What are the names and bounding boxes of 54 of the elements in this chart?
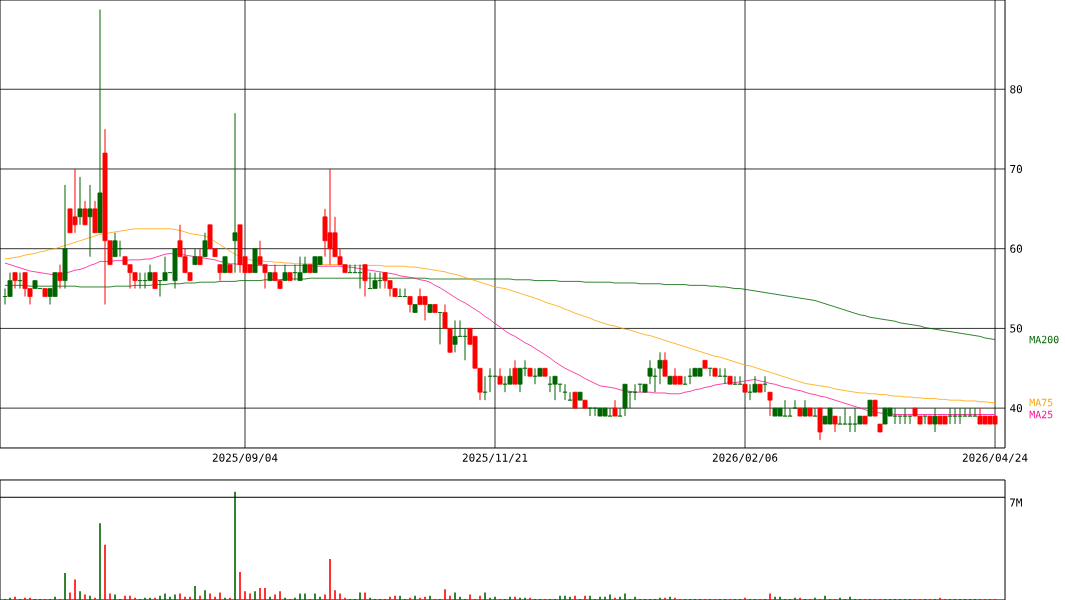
candlestick bbox=[112, 232, 118, 258]
candlestick bbox=[452, 319, 458, 353]
candlestick bbox=[12, 272, 18, 290]
ref-line-label: 7M bbox=[1009, 498, 1022, 507]
y-tick-label: 70 bbox=[1010, 164, 1023, 174]
candlestick bbox=[217, 264, 223, 282]
candlestick bbox=[232, 112, 238, 274]
text: MA200 bbox=[1029, 335, 1059, 344]
candlestick bbox=[962, 407, 968, 417]
candlestick bbox=[952, 407, 958, 425]
y-tick-label: 80 bbox=[1010, 85, 1023, 94]
text: MA75 bbox=[1029, 398, 1053, 407]
candlestick bbox=[767, 391, 773, 417]
y-tick-label: 40 bbox=[1010, 403, 1023, 413]
candlestick bbox=[957, 407, 963, 425]
candlestick bbox=[792, 399, 798, 409]
candlestick bbox=[897, 415, 903, 425]
candlestick bbox=[947, 407, 953, 425]
candlestick bbox=[972, 407, 978, 417]
x-tick-label: 2026/02/06 bbox=[712, 453, 778, 463]
candlestick bbox=[587, 407, 593, 417]
candlestick bbox=[592, 407, 598, 417]
candlestick bbox=[162, 256, 168, 282]
y-tick-label: 60 bbox=[1010, 244, 1023, 253]
candlestick bbox=[512, 359, 518, 385]
candlestick bbox=[82, 200, 88, 226]
candlestick bbox=[812, 407, 818, 417]
y-tick-label: 50 bbox=[1010, 324, 1023, 333]
candlestick bbox=[622, 383, 628, 417]
candlestick bbox=[842, 407, 848, 425]
text: MA25 bbox=[1029, 410, 1053, 419]
candlestick bbox=[662, 351, 668, 377]
candlestick bbox=[837, 415, 843, 425]
candlestick bbox=[497, 367, 503, 385]
candlestick bbox=[362, 264, 368, 298]
candlestick bbox=[77, 176, 83, 226]
candlestick bbox=[852, 407, 858, 433]
candlestick bbox=[202, 232, 208, 258]
candlestick bbox=[787, 407, 793, 417]
candlestick bbox=[907, 415, 913, 425]
candlestick bbox=[817, 407, 823, 441]
candlestick bbox=[967, 407, 973, 417]
candlestick bbox=[252, 248, 258, 274]
x-tick-label: 2026/04/24 bbox=[962, 453, 1028, 463]
candlestick bbox=[92, 200, 98, 234]
candlestick bbox=[552, 375, 558, 401]
candlestick bbox=[87, 184, 93, 258]
candlestick bbox=[902, 407, 908, 425]
candlestick bbox=[922, 415, 928, 425]
candlestick bbox=[57, 264, 63, 290]
x-tick-label: 2025/11/21 bbox=[462, 453, 528, 463]
candlestick bbox=[847, 415, 853, 433]
candlestick bbox=[932, 407, 938, 433]
x-tick-label: 2025/09/04 bbox=[212, 453, 278, 463]
